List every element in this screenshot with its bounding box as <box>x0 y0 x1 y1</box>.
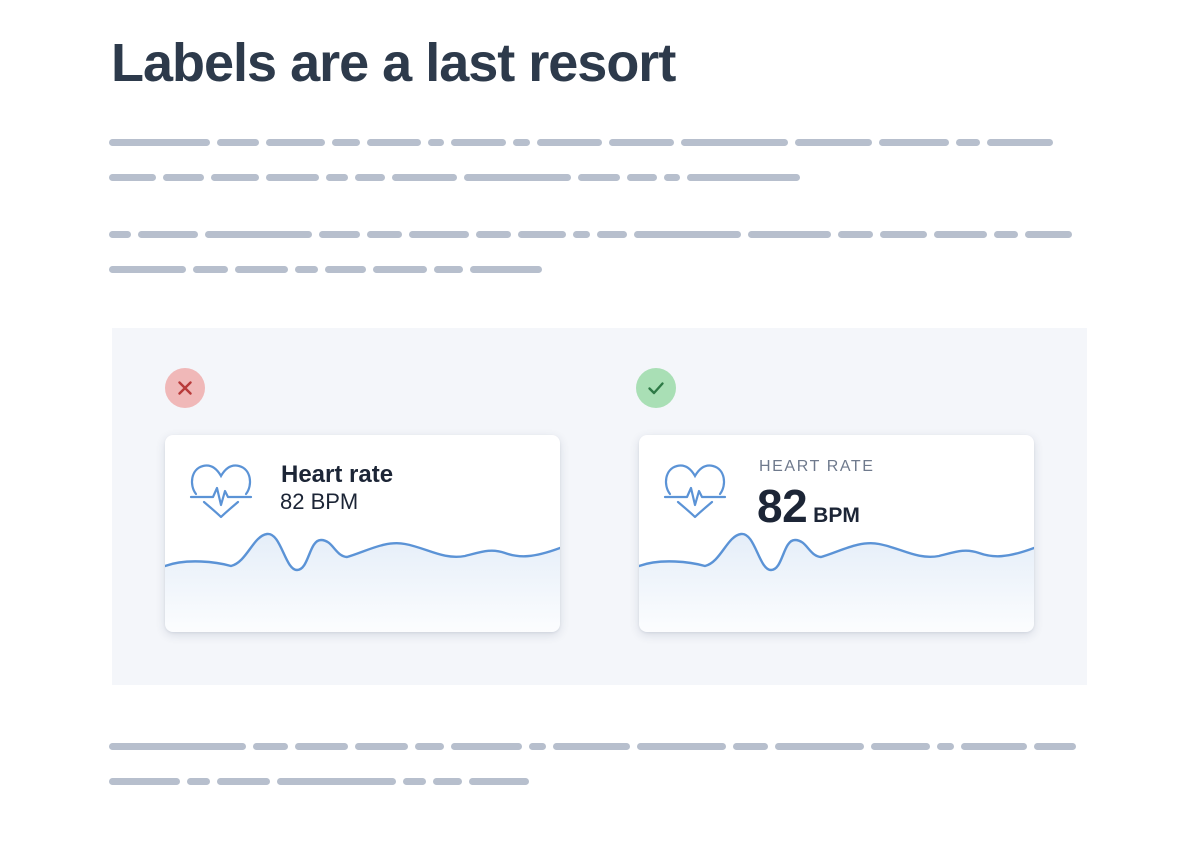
placeholder-text-line <box>109 231 1089 238</box>
placeholder-text-line <box>109 139 1089 146</box>
heart-rate-label: HEART RATE <box>759 458 875 475</box>
heart-rate-value: 82 <box>757 480 808 532</box>
good-example-badge <box>636 368 676 408</box>
heart-rate-waveform <box>639 532 1034 632</box>
check-icon <box>648 382 664 395</box>
heart-pulse-icon <box>663 464 727 519</box>
example-panel: Heart rate 82 BPM HEART RATE 82 BPM <box>112 328 1087 685</box>
placeholder-text-line <box>109 743 1089 750</box>
heart-rate-card-good: HEART RATE 82 BPM <box>639 435 1034 632</box>
heart-rate-reading: 82 BPM <box>757 479 860 533</box>
page-title: Labels are a last resort <box>111 33 676 93</box>
heart-rate-value: 82 BPM <box>280 489 359 514</box>
placeholder-text-line <box>109 778 1089 785</box>
heart-rate-waveform <box>165 532 560 632</box>
heart-rate-label: Heart rate <box>281 461 394 488</box>
placeholder-text-line <box>109 266 1089 273</box>
x-icon <box>178 381 192 395</box>
bad-example-badge <box>165 368 205 408</box>
heart-rate-card-bad: Heart rate 82 BPM <box>165 435 560 632</box>
heart-rate-unit: BPM <box>813 504 860 527</box>
heart-pulse-icon <box>189 464 253 519</box>
placeholder-text-line <box>109 174 1089 181</box>
